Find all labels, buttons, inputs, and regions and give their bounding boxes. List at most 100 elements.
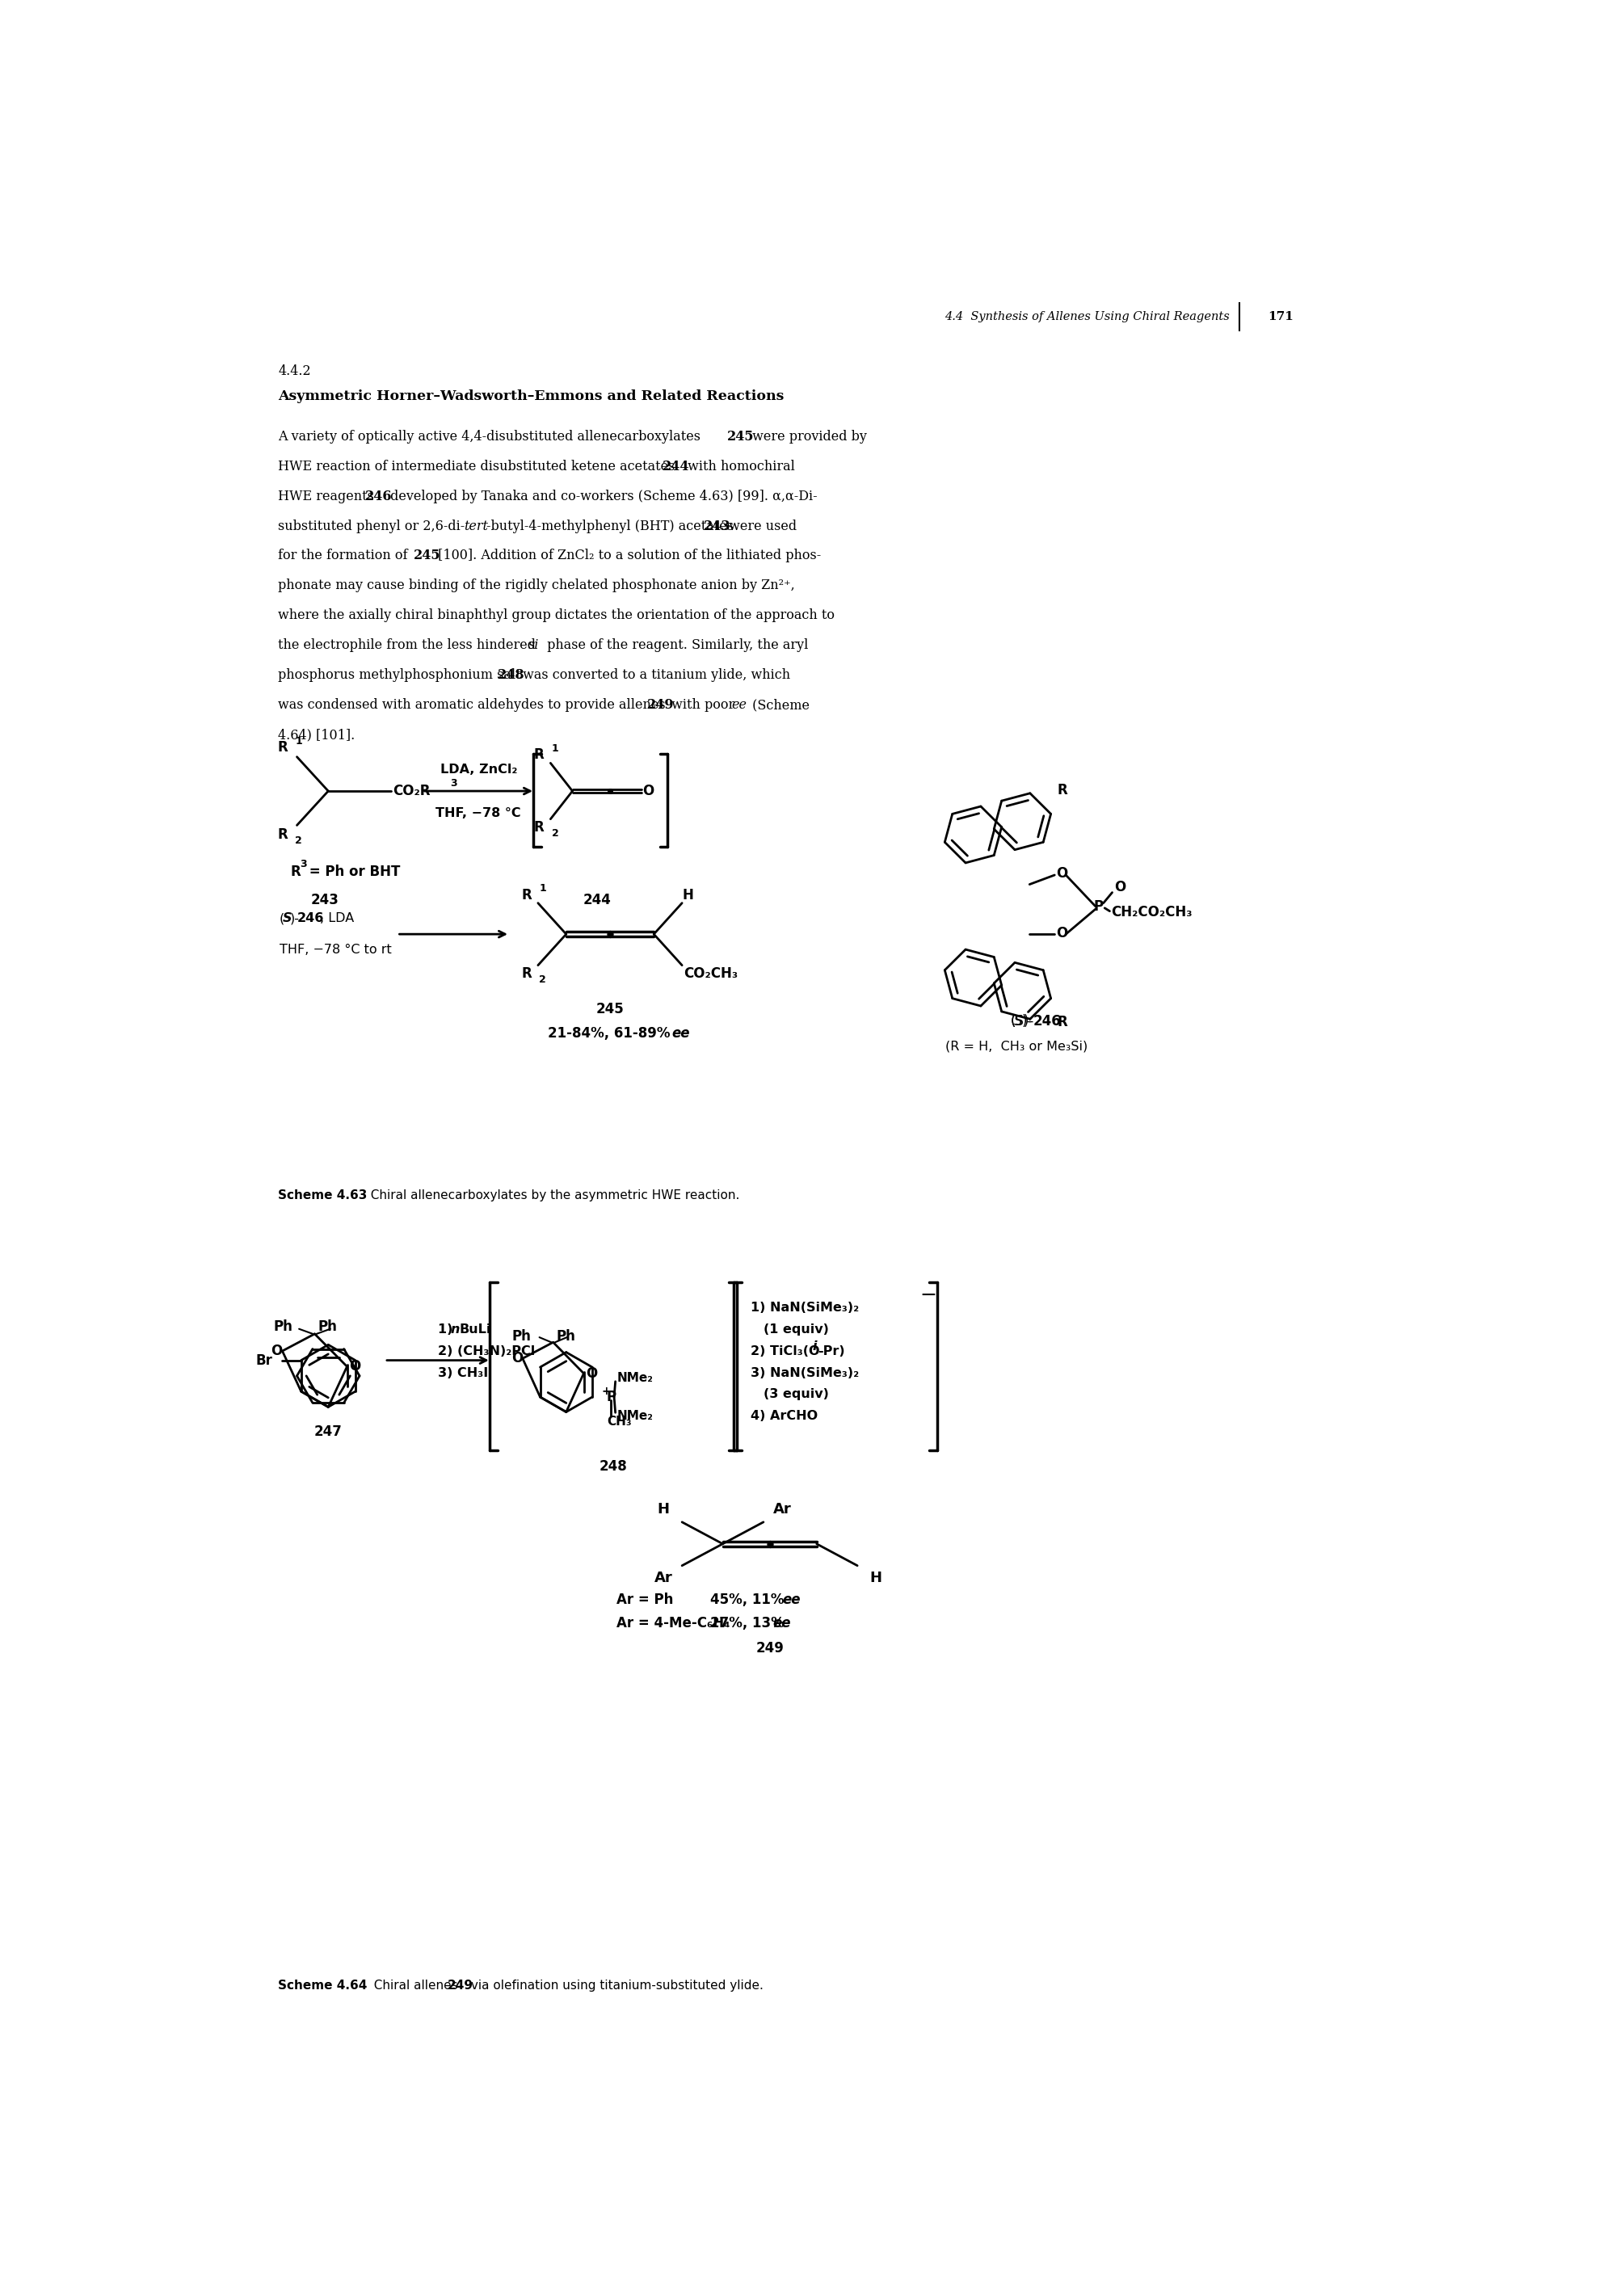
- Text: O: O: [1056, 925, 1067, 941]
- Text: Ph: Ph: [273, 1318, 292, 1334]
- Text: S: S: [283, 913, 292, 925]
- Text: (: (: [279, 913, 284, 925]
- Text: 246: 246: [297, 913, 323, 925]
- Text: was condensed with aromatic aldehydes to provide allenes: was condensed with aromatic aldehydes to…: [278, 698, 669, 712]
- Text: 45%, 11%: 45%, 11%: [710, 1593, 789, 1607]
- Text: P: P: [1093, 900, 1103, 913]
- Text: ee: ee: [671, 1025, 690, 1041]
- Text: O: O: [271, 1344, 283, 1357]
- Text: O: O: [1114, 881, 1125, 895]
- Text: was converted to a titanium ylide, which: was converted to a titanium ylide, which: [518, 668, 791, 682]
- Text: 245: 245: [414, 549, 440, 563]
- Text: Ph: Ph: [318, 1318, 338, 1334]
- Text: 1: 1: [296, 737, 302, 746]
- Text: Asymmetric Horner–Wadsworth–Emmons and Related Reactions: Asymmetric Horner–Wadsworth–Emmons and R…: [278, 389, 784, 403]
- Text: 248: 248: [499, 668, 525, 682]
- Text: ee: ee: [773, 1616, 791, 1630]
- Text: O: O: [1056, 868, 1067, 881]
- Text: 248: 248: [599, 1458, 627, 1474]
- Text: NMe₂: NMe₂: [617, 1410, 653, 1421]
- Text: si: si: [528, 639, 539, 652]
- Text: 171: 171: [1267, 311, 1293, 323]
- Text: 249: 249: [755, 1641, 784, 1655]
- Text: 2: 2: [552, 829, 559, 838]
- Text: R: R: [534, 749, 544, 762]
- Text: R: R: [1057, 783, 1067, 797]
- Text: O: O: [643, 783, 654, 799]
- Text: Scheme 4.63: Scheme 4.63: [278, 1190, 367, 1202]
- Text: O: O: [512, 1351, 523, 1367]
- Text: O: O: [349, 1360, 361, 1373]
- Text: 246: 246: [365, 490, 393, 504]
- Text: 1): 1): [438, 1323, 458, 1334]
- Text: (S)-: (S)-: [1010, 1014, 1034, 1028]
- Text: Chiral allenes: Chiral allenes: [365, 1980, 461, 1991]
- Text: , LDA: , LDA: [320, 913, 354, 925]
- Text: 4.4  Synthesis of Allenes Using Chiral Reagents: 4.4 Synthesis of Allenes Using Chiral Re…: [945, 311, 1229, 323]
- Text: 245: 245: [596, 1003, 624, 1016]
- Text: A variety of optically active 4,4-disubstituted allenecarboxylates: A variety of optically active 4,4-disubs…: [278, 430, 705, 444]
- Text: (Scheme: (Scheme: [747, 698, 809, 712]
- Text: 243: 243: [703, 520, 731, 533]
- Text: (3 equiv): (3 equiv): [763, 1389, 828, 1401]
- Text: CO₂CH₃: CO₂CH₃: [684, 966, 739, 980]
- Text: CH₂CO₂CH₃: CH₂CO₂CH₃: [1111, 904, 1192, 920]
- Text: 246: 246: [1033, 1014, 1060, 1028]
- Text: S: S: [1013, 1014, 1023, 1028]
- Text: NMe₂: NMe₂: [617, 1373, 653, 1385]
- Text: Ph: Ph: [512, 1330, 531, 1344]
- Text: 244: 244: [663, 460, 690, 474]
- Text: via olefination using titanium-substituted ylide.: via olefination using titanium-substitut…: [468, 1980, 763, 1991]
- Text: (1 equiv): (1 equiv): [763, 1323, 828, 1334]
- Text: 3: 3: [450, 778, 458, 790]
- Text: [100]. Addition of ZnCl₂ to a solution of the lithiated phos-: [100]. Addition of ZnCl₂ to a solution o…: [434, 549, 822, 563]
- Text: 2) (CH₃N)₂PCl: 2) (CH₃N)₂PCl: [438, 1346, 534, 1357]
- Text: H: H: [658, 1502, 669, 1518]
- Text: HWE reagents: HWE reagents: [278, 490, 378, 504]
- Text: n: n: [450, 1323, 460, 1334]
- Text: Ar = 4-Me-C₆H₄: Ar = 4-Me-C₆H₄: [615, 1616, 729, 1630]
- Text: (R = H,  CH₃ or Me₃Si): (R = H, CH₃ or Me₃Si): [945, 1039, 1088, 1053]
- Text: with poor: with poor: [667, 698, 739, 712]
- Text: 244: 244: [583, 893, 612, 906]
- Text: substituted phenyl or 2,6-di-: substituted phenyl or 2,6-di-: [278, 520, 464, 533]
- Text: 243: 243: [312, 893, 339, 906]
- Text: )-: )-: [291, 913, 300, 925]
- Text: i: i: [812, 1341, 817, 1353]
- Text: were used: were used: [724, 520, 797, 533]
- Text: 245: 245: [728, 430, 754, 444]
- Text: 3) NaN(SiMe₃)₂: 3) NaN(SiMe₃)₂: [750, 1367, 859, 1378]
- Text: with homochiral: with homochiral: [684, 460, 794, 474]
- Text: THF, −78 °C: THF, −78 °C: [435, 806, 521, 819]
- Text: Scheme 4.64: Scheme 4.64: [278, 1980, 367, 1991]
- Text: 1) NaN(SiMe₃)₂: 1) NaN(SiMe₃)₂: [750, 1302, 859, 1314]
- Text: R: R: [278, 826, 287, 842]
- Text: R: R: [521, 888, 531, 902]
- Text: for the formation of: for the formation of: [278, 549, 412, 563]
- Text: tert: tert: [463, 520, 487, 533]
- Text: H: H: [870, 1570, 882, 1586]
- Text: the electrophile from the less hindered: the electrophile from the less hindered: [278, 639, 541, 652]
- Text: 3: 3: [300, 858, 307, 870]
- Text: HWE reaction of intermediate disubstituted ketene acetates: HWE reaction of intermediate disubstitut…: [278, 460, 679, 474]
- Text: 21-84%, 61-89%: 21-84%, 61-89%: [547, 1025, 674, 1041]
- Text: 27%, 13%: 27%, 13%: [710, 1616, 789, 1630]
- Text: phase of the reagent. Similarly, the aryl: phase of the reagent. Similarly, the ary…: [542, 639, 809, 652]
- Text: CH₃: CH₃: [607, 1417, 632, 1428]
- Text: CO₂R: CO₂R: [393, 783, 430, 799]
- Text: Chiral allenecarboxylates by the asymmetric HWE reaction.: Chiral allenecarboxylates by the asymmet…: [362, 1190, 739, 1202]
- Text: 1: 1: [539, 884, 546, 895]
- Text: O: O: [586, 1367, 598, 1380]
- Text: P: P: [607, 1389, 617, 1403]
- Text: 249: 249: [447, 1980, 473, 1991]
- Text: 249: 249: [646, 698, 674, 712]
- Text: 2: 2: [539, 975, 546, 984]
- Text: 4.64) [101].: 4.64) [101].: [278, 728, 356, 742]
- Text: ee: ee: [731, 698, 747, 712]
- Text: Ar: Ar: [773, 1502, 791, 1518]
- Text: = Ph or BHT: = Ph or BHT: [304, 865, 400, 879]
- Text: Ar = Ph: Ar = Ph: [615, 1593, 672, 1607]
- Text: were provided by: were provided by: [747, 430, 867, 444]
- Text: Br: Br: [257, 1353, 273, 1367]
- Text: -Pr): -Pr): [818, 1346, 844, 1357]
